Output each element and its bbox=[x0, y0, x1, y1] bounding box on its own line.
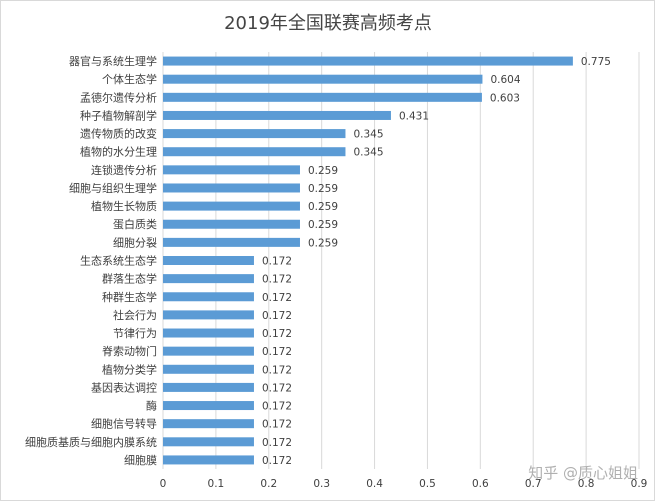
data-label: 0.259 bbox=[308, 183, 338, 195]
data-label: 0.172 bbox=[262, 364, 292, 376]
bar bbox=[163, 110, 391, 120]
bar bbox=[163, 129, 346, 139]
bar bbox=[163, 382, 254, 392]
category-label: 脊索动物门 bbox=[102, 344, 157, 358]
category-label: 细胞质基质与细胞内膜系统 bbox=[25, 435, 157, 449]
bar bbox=[163, 183, 300, 193]
category-label: 孟德尔遗传分析 bbox=[80, 90, 157, 104]
category-label: 细胞分裂 bbox=[113, 236, 157, 249]
category-label: 细胞膜 bbox=[124, 454, 157, 467]
data-label: 0.259 bbox=[308, 237, 338, 249]
bar bbox=[163, 219, 300, 229]
bar bbox=[163, 92, 482, 102]
chart-title: 2019年全国联赛高频考点 bbox=[224, 13, 432, 34]
category-label: 器官与系统生理学 bbox=[69, 54, 157, 68]
x-tick-label: 0 bbox=[160, 478, 167, 490]
bar bbox=[163, 346, 254, 356]
bar bbox=[163, 74, 483, 84]
category-label: 节律行为 bbox=[113, 327, 157, 340]
x-tick-label: 0.4 bbox=[366, 478, 383, 490]
category-label: 植物的水分生理 bbox=[80, 145, 157, 159]
bars bbox=[163, 56, 573, 465]
data-label: 0.604 bbox=[490, 74, 520, 86]
bar bbox=[163, 401, 254, 411]
watermark-text: 知乎 @质心姐姐 bbox=[528, 464, 638, 482]
bar bbox=[163, 364, 254, 374]
data-label: 0.172 bbox=[262, 455, 292, 467]
data-label: 0.775 bbox=[581, 56, 611, 68]
data-label: 0.172 bbox=[262, 256, 292, 268]
x-tick-label: 0.7 bbox=[525, 478, 542, 490]
category-label: 社会行为 bbox=[113, 308, 157, 322]
category-label: 生态系统生态学 bbox=[80, 254, 157, 268]
bar bbox=[163, 201, 300, 211]
bar bbox=[163, 56, 573, 66]
data-label: 0.431 bbox=[399, 110, 429, 122]
data-label: 0.345 bbox=[353, 129, 383, 141]
category-labels: 器官与系统生理学个体生态学孟德尔遗传分析种子植物解剖学遗传物质的改变植物的水分生… bbox=[25, 54, 157, 467]
data-label: 0.259 bbox=[308, 219, 338, 231]
category-label: 连锁遗传分析 bbox=[91, 163, 157, 177]
data-label: 0.172 bbox=[262, 310, 292, 322]
value-labels: 0.775 0.604 0.603 0.431 0.345 0.345 0.259 0.259… bbox=[262, 56, 611, 467]
data-label: 0.259 bbox=[308, 201, 338, 213]
bar bbox=[163, 237, 300, 247]
x-tick-label: 0.1 bbox=[208, 478, 225, 490]
x-tick-label: 0.6 bbox=[472, 478, 489, 490]
data-label: 0.345 bbox=[353, 147, 383, 159]
category-label: 遗传物质的改变 bbox=[80, 127, 157, 141]
category-label: 细胞信号转导 bbox=[91, 417, 157, 431]
category-label: 植物生长物质 bbox=[91, 199, 157, 213]
bar bbox=[163, 455, 254, 465]
category-label: 细胞与组织生理学 bbox=[69, 181, 157, 195]
x-tick-label: 0.3 bbox=[313, 478, 330, 490]
data-label: 0.259 bbox=[308, 165, 338, 177]
category-label: 蛋白质类 bbox=[113, 217, 157, 231]
bar bbox=[163, 256, 254, 265]
bar bbox=[163, 274, 254, 284]
category-label: 基因表达调控 bbox=[91, 380, 157, 394]
data-label: 0.172 bbox=[262, 382, 292, 394]
x-tick-label: 0.9 bbox=[631, 478, 648, 490]
data-label: 0.172 bbox=[262, 328, 292, 340]
data-label: 0.603 bbox=[490, 92, 520, 104]
bar bbox=[163, 165, 300, 175]
bar bbox=[163, 437, 254, 447]
category-label: 种群生态学 bbox=[102, 290, 157, 304]
bar bbox=[163, 292, 254, 302]
x-axis-ticks: 0 0.1 0.2 0.3 0.4 0.5 0.6 0.7 0.8 0.9 bbox=[160, 478, 648, 490]
category-label: 酶 bbox=[146, 400, 157, 413]
category-label: 种子植物解剖学 bbox=[80, 108, 157, 122]
data-label: 0.172 bbox=[262, 292, 292, 304]
data-label: 0.172 bbox=[262, 346, 292, 358]
category-label: 植物分类学 bbox=[102, 362, 157, 376]
bar bbox=[163, 328, 254, 338]
bar bbox=[163, 147, 346, 157]
data-label: 0.172 bbox=[262, 437, 292, 449]
bar bbox=[163, 310, 254, 320]
category-label: 群落生态学 bbox=[102, 272, 157, 286]
bar bbox=[163, 419, 254, 429]
data-label: 0.172 bbox=[262, 274, 292, 286]
data-label: 0.172 bbox=[262, 401, 292, 413]
data-label: 0.172 bbox=[262, 419, 292, 431]
x-tick-label: 0.8 bbox=[578, 478, 595, 490]
x-tick-label: 0.5 bbox=[419, 478, 436, 490]
category-label: 个体生态学 bbox=[102, 72, 157, 86]
grid-lines bbox=[162, 52, 640, 469]
x-tick-label: 0.2 bbox=[260, 478, 277, 490]
